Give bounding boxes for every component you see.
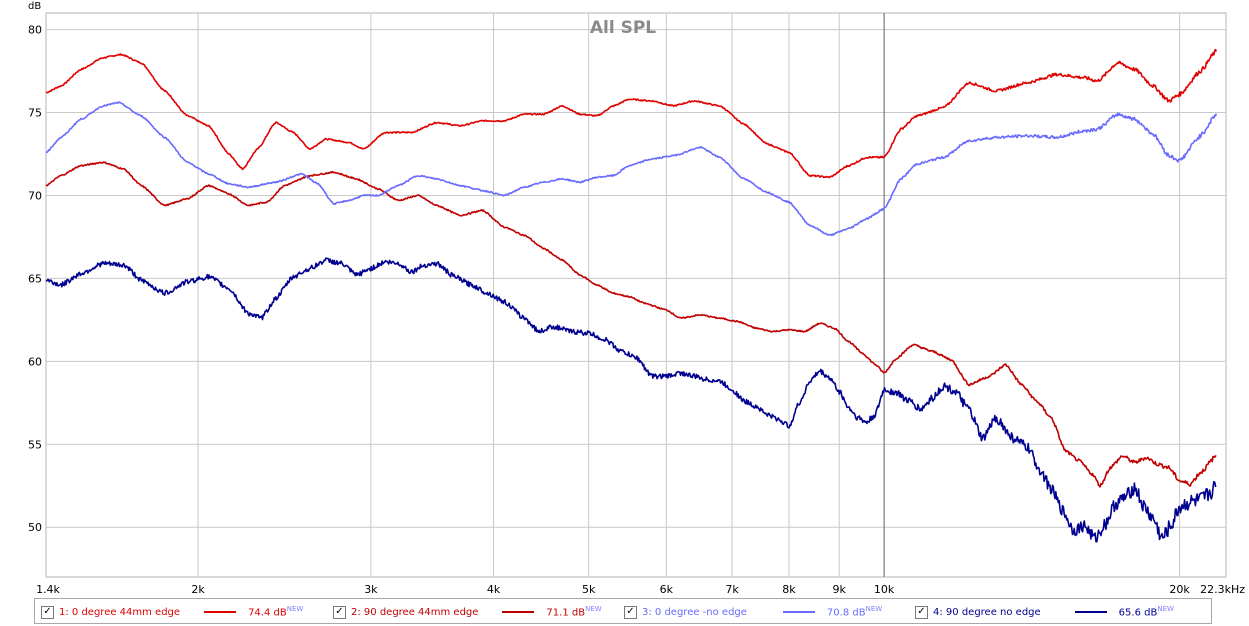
x-tick-label: 8k <box>782 583 796 596</box>
x-tick-label: 4k <box>487 583 501 596</box>
y-tick-label: 55 <box>28 438 42 451</box>
legend-swatch <box>1074 611 1107 613</box>
legend-bar: ✓ 1: 0 degree 44mm edge 74.4 dBNEW ✓ 2: … <box>34 598 1212 624</box>
y-tick-label: 65 <box>28 272 42 285</box>
legend-item-1[interactable]: ✓ 1: 0 degree 44mm edge 74.4 dBNEW <box>41 603 303 621</box>
x-tick-label: 20k <box>1169 583 1190 596</box>
new-tag: NEW <box>865 605 883 614</box>
grid <box>46 13 1226 577</box>
series-line-4 <box>45 257 1217 543</box>
x-tick-label: 3k <box>364 583 378 596</box>
spl-chart[interactable]: 50 55 60 65 70 75 80 1.4k 2k 3k 4k 5k 6k 7k 8k 9k 10k 20k… <box>0 0 1249 598</box>
x-tick-label: 22.3kHz <box>1200 583 1245 596</box>
legend-value: 71.1 dBNEW <box>546 605 601 618</box>
legend-value-text: 65.6 dB <box>1118 607 1158 619</box>
legend-value: 70.8 dBNEW <box>827 605 882 618</box>
legend-item-2[interactable]: ✓ 2: 90 degree 44mm edge 71.1 dBNEW <box>333 603 602 621</box>
legend-label: 1: 0 degree 44mm edge <box>59 606 181 618</box>
legend-swatch <box>502 611 535 613</box>
x-tick-label: 6k <box>660 583 674 596</box>
y-tick-label: 70 <box>28 189 42 202</box>
y-tick-label: 80 <box>28 24 42 37</box>
series-line-1 <box>45 48 1218 179</box>
chart-title: All SPL <box>590 18 656 38</box>
checkbox[interactable]: ✓ <box>333 605 346 619</box>
series-layer <box>45 48 1218 543</box>
new-tag: NEW <box>585 605 602 614</box>
y-tick-label: 50 <box>28 521 42 534</box>
legend-value-text: 71.1 dB <box>546 607 586 619</box>
new-tag: NEW <box>286 605 304 614</box>
legend-item-4[interactable]: ✓ 4: 90 degree no edge 65.6 dBNEW <box>915 603 1174 621</box>
checkbox[interactable]: ✓ <box>624 605 637 619</box>
series-line-2 <box>45 161 1217 488</box>
legend-item-3[interactable]: ✓ 3: 0 degree -no edge 70.8 dBNEW <box>624 603 882 621</box>
y-tick-label: 75 <box>28 107 42 120</box>
tick-labels: 50 55 60 65 70 75 80 1.4k 2k 3k 4k 5k 6k 7k 8k 9k 10k 20k… <box>28 24 1245 596</box>
x-tick-label: 1.4k <box>36 583 60 596</box>
x-tick-label: 2k <box>191 583 205 596</box>
legend-label: 3: 0 degree -no edge <box>642 606 747 618</box>
legend-value-text: 74.4 dB <box>248 607 287 619</box>
legend-swatch <box>782 611 815 613</box>
x-tick-label: 5k <box>582 583 596 596</box>
legend-value: 74.4 dBNEW <box>248 605 303 618</box>
legend-label: 2: 90 degree 44mm edge <box>351 606 479 618</box>
legend-value: 65.6 dBNEW <box>1119 605 1174 618</box>
legend-swatch <box>204 611 237 613</box>
y-tick-label: 60 <box>28 355 42 368</box>
x-tick-label: 7k <box>725 583 739 596</box>
checkbox[interactable]: ✓ <box>915 605 928 619</box>
checkbox[interactable]: ✓ <box>41 605 54 619</box>
legend-value-text: 70.8 dB <box>826 607 866 619</box>
new-tag: NEW <box>1157 605 1174 614</box>
plot-background <box>45 12 1227 578</box>
x-tick-label: 10k <box>874 583 895 596</box>
x-tick-label: 9k <box>833 583 847 596</box>
y-axis-label: dB <box>28 1 41 12</box>
legend-label: 4: 90 degree no edge <box>933 606 1041 618</box>
series-line-3 <box>45 101 1218 237</box>
